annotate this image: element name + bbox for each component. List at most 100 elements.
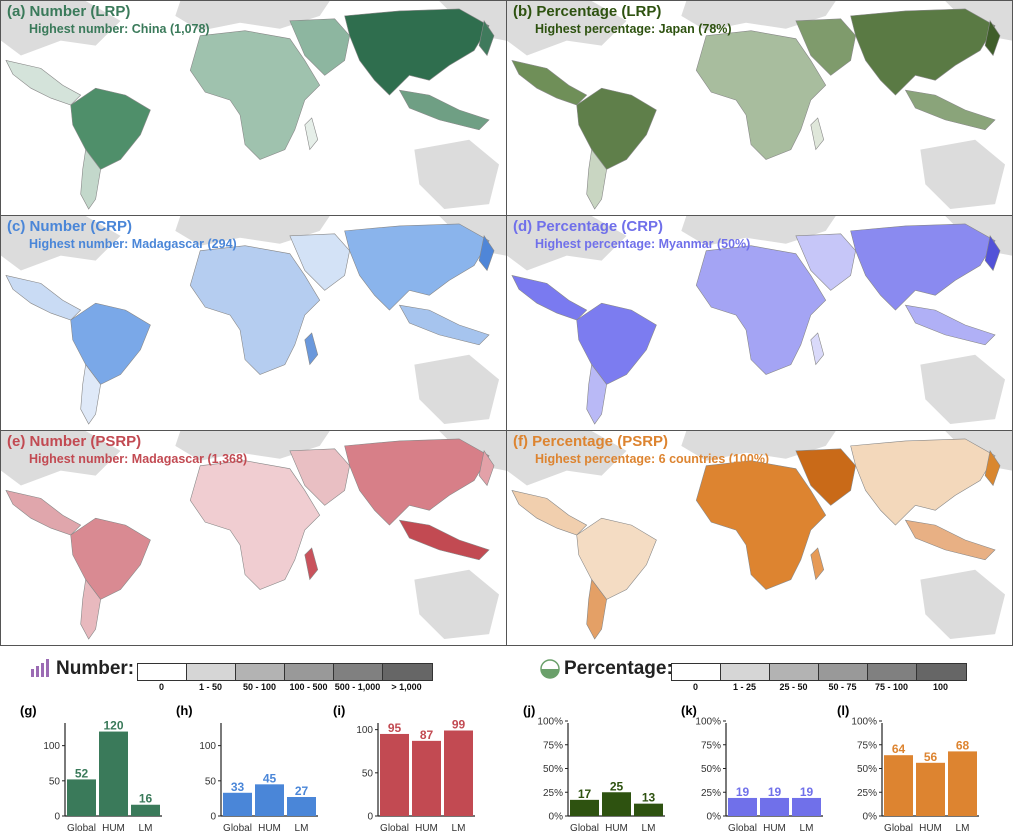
bar-chart-svg-l: 0% 25% 50% 75% 100% 64 Global 56 HUM 68 LM — [851, 717, 979, 834]
country-region-1 — [511, 275, 588, 321]
country-region-9 — [478, 235, 495, 272]
number-legend-bar — [137, 663, 433, 681]
panel-title-d: (d) Percentage (CRP) — [513, 218, 664, 235]
x-tick-label: HUM — [605, 823, 628, 834]
bar-value-label: 19 — [800, 785, 814, 799]
legend-tick-label: 1 - 50 — [198, 682, 223, 692]
country-region-4 — [695, 245, 827, 375]
country-region-8 — [904, 519, 996, 561]
country-region-1 — [511, 60, 588, 106]
x-tick-label: Global — [884, 823, 913, 834]
background-land — [414, 139, 500, 210]
country-region-6 — [795, 233, 856, 291]
bar-chart-svg-i: 0 50 100 95 Global 87 HUM 99 LM — [356, 718, 475, 834]
country-region-5 — [304, 117, 319, 151]
y-tick-label: 50% — [857, 764, 877, 775]
y-tick-label: 75% — [543, 740, 563, 751]
country-region-1 — [511, 490, 588, 536]
bar-value-label: 27 — [295, 784, 309, 798]
country-region-4 — [695, 460, 827, 590]
country-region-4 — [695, 30, 827, 160]
x-tick-label: LM — [642, 823, 656, 834]
panel-title-c: (c) Number (CRP) — [7, 218, 133, 235]
country-region-7 — [344, 223, 490, 311]
bar-value-label: 25 — [610, 779, 624, 793]
y-tick-label: 0% — [863, 812, 878, 823]
x-tick-label: LM — [295, 823, 309, 834]
bar-value-label: 87 — [420, 728, 434, 742]
bar-value-label: 19 — [768, 785, 782, 799]
y-tick-label: 25% — [857, 788, 877, 799]
percentage-legend-bar — [671, 663, 967, 681]
legend-swatch — [236, 664, 285, 680]
y-tick-label: 0% — [549, 812, 564, 823]
x-tick-label: Global — [728, 823, 757, 834]
legend-swatch — [187, 664, 236, 680]
y-tick-label: 50% — [701, 764, 721, 775]
bar-chart-svg-j: 0% 25% 50% 75% 100% 17 Global 25 HUM 13 LM — [537, 717, 665, 834]
country-region-4 — [189, 460, 321, 590]
bar-value-label: 19 — [736, 785, 750, 799]
bar-chart-svg-k: 0% 25% 50% 75% 100% 19 Global 19 HUM 19 LM — [695, 717, 823, 834]
x-tick-label: LM — [800, 823, 814, 834]
panel-title-f: (f) Percentage (PSRP) — [513, 433, 669, 450]
country-region-5 — [810, 547, 825, 581]
y-tick-label: 50 — [362, 768, 374, 779]
country-region-3 — [586, 363, 607, 425]
x-tick-label: HUM — [258, 823, 281, 834]
country-region-8 — [398, 89, 490, 131]
y-tick-label: 0 — [210, 812, 216, 823]
bar-value-label: 52 — [75, 766, 89, 780]
panel-subtitle-c: Highest number: Madagascar (294) — [29, 237, 237, 251]
map-panel-b: (b) Percentage (LRP) Highest percentage:… — [506, 0, 1013, 216]
world-map-a — [1, 1, 506, 210]
country-region-9 — [984, 235, 1001, 272]
background-land — [1, 431, 121, 486]
bar-lm — [634, 803, 663, 816]
country-region-7 — [344, 8, 490, 96]
y-tick-label: 100 — [356, 725, 373, 736]
country-region-5 — [304, 547, 319, 581]
country-region-1 — [5, 275, 82, 321]
country-region-9 — [984, 20, 1001, 57]
country-region-7 — [850, 223, 996, 311]
panel-subtitle-a: Highest number: China (1,078) — [29, 22, 210, 36]
country-region-1 — [5, 490, 82, 536]
country-region-3 — [80, 578, 101, 640]
background-land — [920, 139, 1006, 210]
y-tick-label: 0 — [367, 812, 373, 823]
bar-chart-label-i: (i) — [333, 703, 346, 718]
country-region-6 — [289, 233, 350, 291]
y-tick-label: 0% — [707, 812, 722, 823]
map-panel-d: (d) Percentage (CRP) Highest percentage:… — [506, 215, 1013, 431]
y-tick-label: 25% — [543, 788, 563, 799]
y-tick-label: 50 — [205, 776, 217, 787]
bar-chart-icon — [31, 659, 49, 677]
panel-subtitle-e: Highest number: Madagascar (1,368) — [29, 452, 248, 466]
y-tick-label: 75% — [857, 740, 877, 751]
legend-swatch — [917, 664, 966, 680]
y-tick-label: 75% — [701, 740, 721, 751]
bar-hum — [602, 792, 631, 816]
background-land — [414, 569, 500, 640]
country-region-3 — [80, 148, 101, 210]
country-region-7 — [850, 438, 996, 526]
bar-value-label: 33 — [231, 780, 245, 794]
country-region-9 — [478, 450, 495, 487]
country-region-4 — [189, 30, 321, 160]
legend-swatch — [138, 664, 187, 680]
y-tick-label: 50 — [49, 776, 61, 787]
bar-global — [884, 755, 913, 816]
world-map-c — [1, 216, 506, 425]
background-land — [920, 354, 1006, 425]
legend-tick-label: 100 - 500 — [289, 682, 328, 692]
country-region-6 — [289, 448, 350, 506]
country-region-5 — [304, 332, 319, 366]
bar-global — [223, 792, 252, 816]
bar-value-label: 45 — [263, 771, 277, 785]
country-region-6 — [289, 18, 350, 76]
percentage-legend-label: Percentage: — [564, 658, 673, 679]
legend-swatch — [770, 664, 819, 680]
background-land — [507, 1, 627, 56]
x-tick-label: HUM — [919, 823, 942, 834]
